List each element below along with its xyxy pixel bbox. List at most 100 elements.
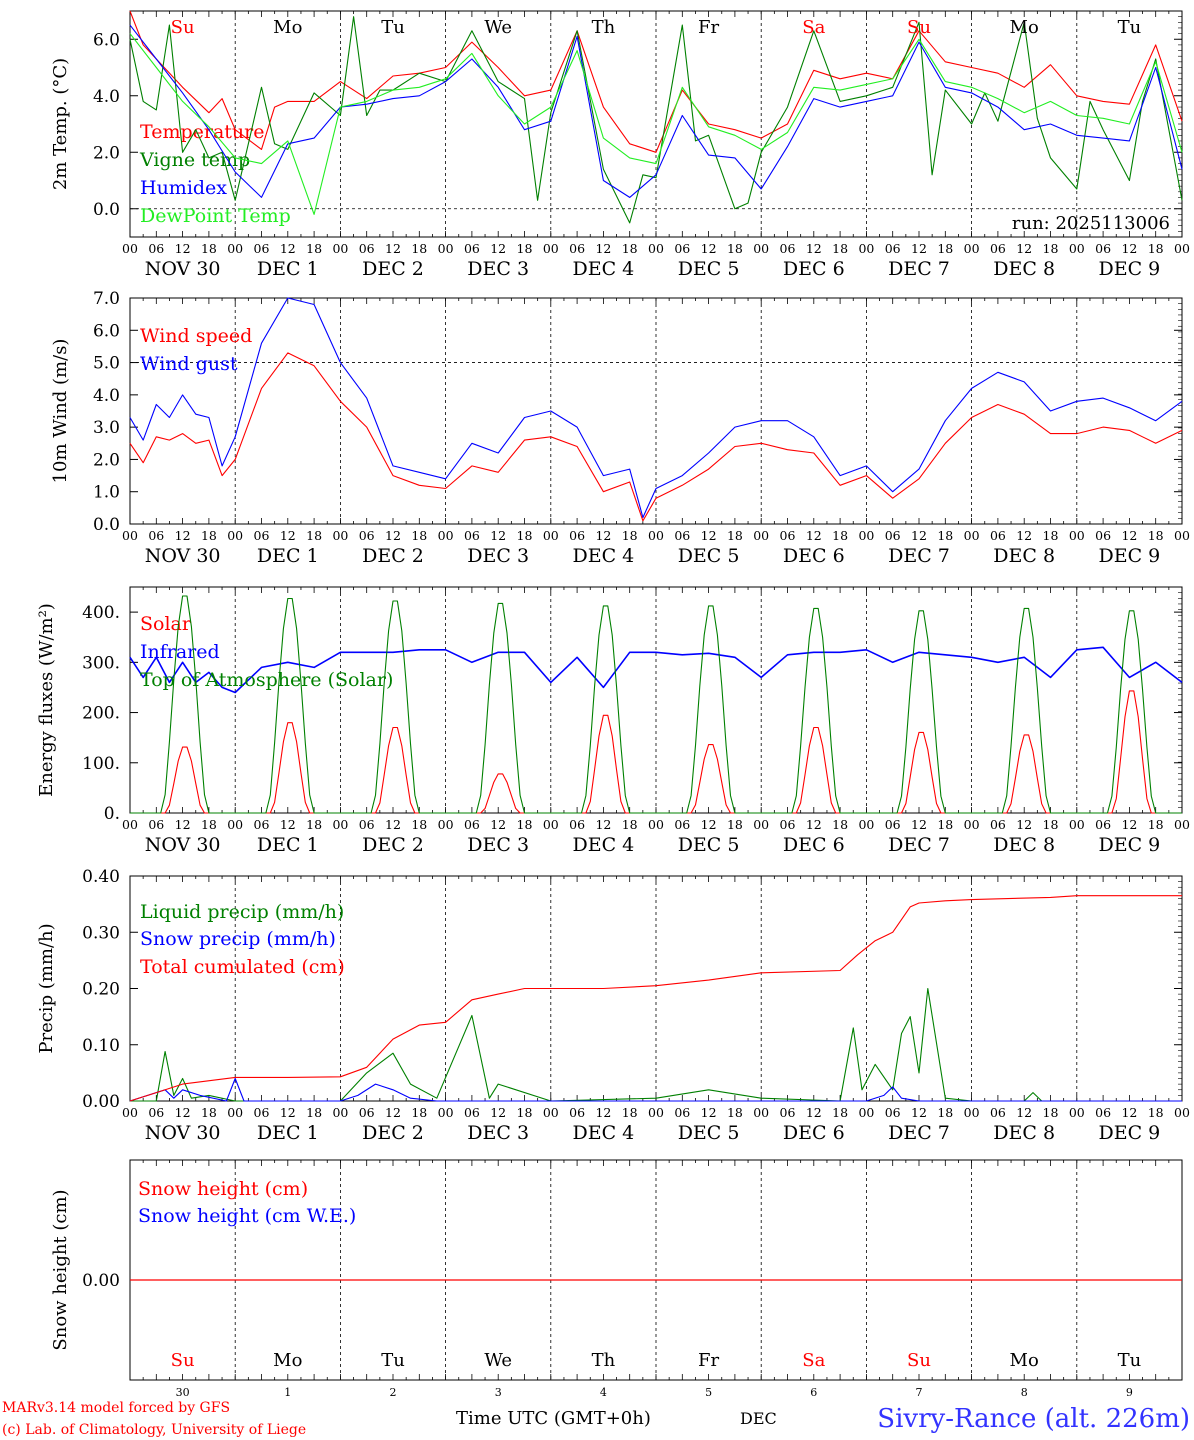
date-label: DEC 4 <box>573 545 635 567</box>
legend-wind-gust: Wind gust <box>140 353 238 375</box>
hour-label: 12 <box>280 528 296 543</box>
hour-label: 00 <box>1069 241 1085 256</box>
hour-label: 12 <box>701 241 717 256</box>
legend-solar: Solar <box>140 613 192 635</box>
hour-label: 00 <box>1174 817 1190 832</box>
hour-label: 00 <box>1174 241 1190 256</box>
hour-label: 06 <box>254 817 270 832</box>
day-number-label: 7 <box>916 1386 923 1399</box>
date-label: DEC 5 <box>678 258 740 280</box>
hour-label: 18 <box>306 528 322 543</box>
hour-label: 06 <box>148 241 164 256</box>
hour-label: 18 <box>201 528 217 543</box>
hour-label: 12 <box>806 528 822 543</box>
hour-label: 12 <box>280 1105 296 1120</box>
date-label: NOV 30 <box>145 834 221 856</box>
weekday-label: Mo <box>1010 1350 1039 1371</box>
weekday-label: Fr <box>698 17 719 38</box>
y-tick-label: 0.00 <box>82 1271 120 1291</box>
hour-label: 06 <box>464 241 480 256</box>
hour-label: 18 <box>1043 241 1059 256</box>
hour-label: 12 <box>701 528 717 543</box>
date-label: DEC 4 <box>573 834 635 856</box>
legend-snow-height--cm-: Snow height (cm) <box>138 1178 308 1200</box>
hour-label: 18 <box>517 241 533 256</box>
hour-label: 18 <box>937 1105 953 1120</box>
hour-label: 12 <box>806 241 822 256</box>
y-tick-label: 3.0 <box>93 418 120 438</box>
weekday-label: Tu <box>1118 1350 1142 1371</box>
hour-label: 18 <box>727 1105 743 1120</box>
hour-label: 00 <box>227 1105 243 1120</box>
series-total-cumulated <box>129 895 1182 1102</box>
date-label: DEC 4 <box>573 1122 635 1144</box>
weekday-label: Tu <box>381 17 405 38</box>
series-infrared <box>129 646 1183 694</box>
hour-label: 12 <box>1121 528 1137 543</box>
date-label: DEC 2 <box>362 834 424 856</box>
hour-label: 00 <box>227 817 243 832</box>
hour-label: 12 <box>911 1105 927 1120</box>
y-tick-label: 2.0 <box>93 450 120 470</box>
y-tick-label: 0.40 <box>82 867 120 887</box>
hour-label: 06 <box>359 528 375 543</box>
hour-label: 00 <box>753 241 769 256</box>
panel-3: 0. 100. 200. 300. 400. Energy fluxes (W/m²) So… <box>36 586 1190 856</box>
month-label: DEC <box>740 1409 777 1428</box>
hour-label: 18 <box>832 528 848 543</box>
legend-wind-speed: Wind speed <box>140 325 252 347</box>
date-label: DEC 6 <box>783 545 845 567</box>
date-label: DEC 5 <box>678 545 740 567</box>
legend-humidex: Humidex <box>140 177 227 199</box>
hour-label: 12 <box>701 1105 717 1120</box>
y-tick-label: 4.0 <box>93 386 120 406</box>
hour-label: 00 <box>753 1105 769 1120</box>
legend-top-of-atmosphere--solar-: Top of Atmosphere (Solar) <box>140 669 393 691</box>
hour-label: 18 <box>622 1105 638 1120</box>
hour-label: 18 <box>727 817 743 832</box>
hour-label: 18 <box>622 241 638 256</box>
y-tick-label: 0.20 <box>82 980 120 1000</box>
hour-label: 18 <box>832 1105 848 1120</box>
date-label: DEC 2 <box>362 545 424 567</box>
hour-label: 12 <box>385 241 401 256</box>
y-tick-label: 0.30 <box>82 923 120 943</box>
hour-label: 18 <box>937 528 953 543</box>
date-label: DEC 9 <box>1099 258 1161 280</box>
weekday-label: Tu <box>1118 17 1142 38</box>
hour-label: 06 <box>674 241 690 256</box>
hour-label: 18 <box>306 241 322 256</box>
hour-label: 06 <box>885 241 901 256</box>
hour-label: 12 <box>490 1105 506 1120</box>
hour-label: 12 <box>1016 1105 1032 1120</box>
y-tick-label: 6.0 <box>93 321 120 341</box>
hour-label: 12 <box>911 817 927 832</box>
hour-label: 00 <box>858 241 874 256</box>
weekday-label: Sa <box>802 17 825 38</box>
y-axis-label: 10m Wind (m/s) <box>50 339 71 484</box>
date-label: DEC 6 <box>783 258 845 280</box>
hour-label: 18 <box>517 528 533 543</box>
hour-label: 06 <box>1095 241 1111 256</box>
hour-label: 18 <box>727 241 743 256</box>
date-label: DEC 7 <box>888 1122 950 1144</box>
y-tick-label: 0.00 <box>82 1092 120 1112</box>
hour-label: 00 <box>543 817 559 832</box>
hour-label: 18 <box>937 241 953 256</box>
hour-label: 18 <box>411 528 427 543</box>
series-humidex <box>129 24 1183 198</box>
hour-label: 00 <box>648 817 664 832</box>
y-tick-label: 6.0 <box>93 30 120 50</box>
series-wind-speed <box>129 352 1183 522</box>
legend-infrared: Infrared <box>140 641 220 663</box>
run-label: run: 2025113006 <box>1012 213 1170 234</box>
hour-label: 00 <box>227 241 243 256</box>
weekday-label: Su <box>171 1350 195 1371</box>
date-label: DEC 8 <box>993 1122 1055 1144</box>
hour-label: 12 <box>280 817 296 832</box>
hour-label: 18 <box>306 817 322 832</box>
weekday-label: Th <box>592 1350 616 1371</box>
hour-label: 00 <box>648 528 664 543</box>
hour-label: 06 <box>1095 1105 1111 1120</box>
